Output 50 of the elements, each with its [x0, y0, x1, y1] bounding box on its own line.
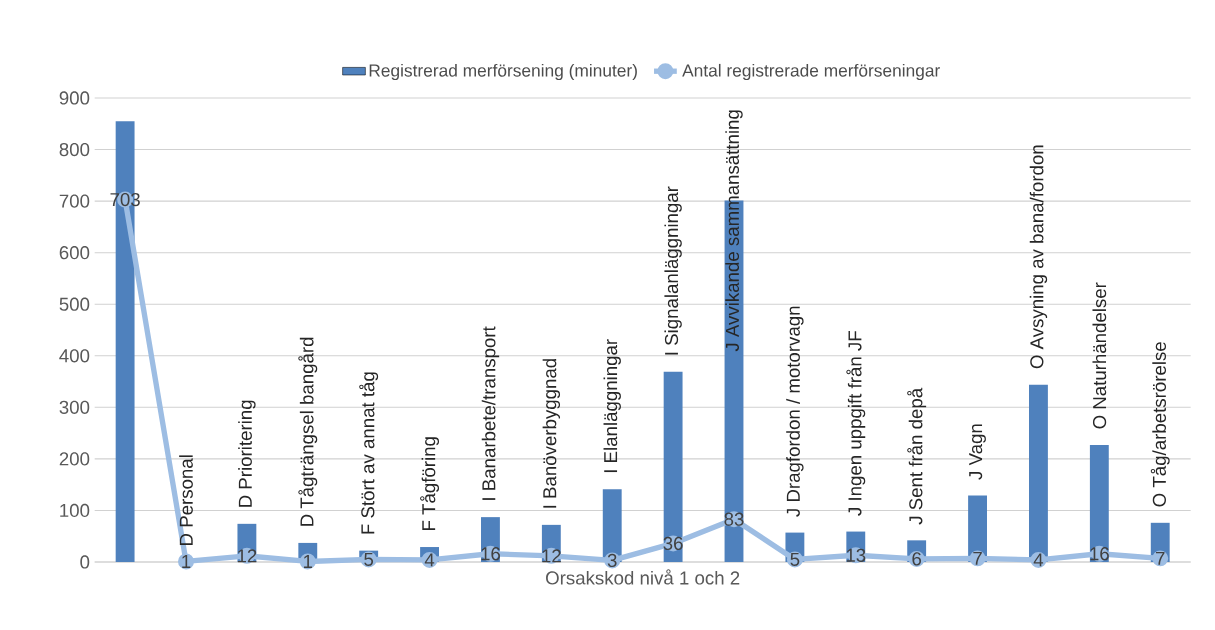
x-tick-label: I Signalanläggningar — [664, 186, 682, 355]
y-tick-label: 400 — [59, 349, 90, 363]
x-axis-title: Orsakskod nivå 1 och 2 — [546, 569, 740, 585]
x-tick-label: F Stört av annat tåg — [359, 372, 379, 534]
data-label: 16 — [481, 547, 500, 561]
x-tick-label: I Elanläggningar — [603, 339, 621, 473]
y-tick-label: 100 — [60, 503, 90, 518]
x-tick-label: D Prioritering — [238, 400, 256, 507]
data-label: 7 — [1156, 551, 1165, 565]
x-tick-label: O Avsyning av bana/fordon — [1029, 145, 1048, 369]
legend-label: Antal registrerade merförseningar — [682, 63, 940, 81]
y-tick-label: 500 — [59, 297, 90, 311]
data-label: 6 — [912, 552, 922, 566]
data-label: 16 — [1090, 547, 1109, 561]
y-tick-label: 300 — [59, 400, 90, 414]
x-tick-label: J Avvikande sammansättning — [725, 110, 743, 352]
y-tick-label: 800 — [59, 142, 90, 157]
data-label: 12 — [237, 549, 257, 563]
y-tick-label: 900 — [59, 91, 90, 105]
y-tick-label: 200 — [59, 452, 90, 466]
data-label: 4 — [424, 553, 435, 567]
bar — [663, 371, 683, 562]
y-tick-label: 700 — [59, 194, 90, 208]
x-tick-label: O Naturhändelser — [1092, 282, 1107, 429]
bar — [1089, 444, 1109, 562]
x-tick-label: J Vagn — [969, 424, 986, 480]
y-tick-label: 600 — [59, 246, 90, 260]
data-label: 12 — [542, 549, 561, 563]
x-tick-label: D Tågträngsel bangård — [298, 337, 318, 526]
x-tick-label: I Banöverbyggnad — [542, 359, 561, 508]
data-label: 13 — [846, 548, 866, 562]
data-label: 3 — [607, 553, 617, 568]
data-label: 1 — [304, 555, 313, 568]
data-label: 4 — [1033, 553, 1044, 567]
x-tick-label: J Sent från depå — [907, 387, 927, 525]
data-label: 1 — [182, 555, 191, 568]
data-label: 703 — [110, 192, 140, 207]
data-label: 5 — [364, 552, 374, 566]
y-tick-label: 0 — [80, 555, 90, 569]
x-tick-label: D Personal — [179, 455, 193, 545]
x-tick-label: J Ingen uppgift från JF — [846, 331, 866, 516]
legend-label: Registrerad merförsening (minuter) — [369, 63, 637, 81]
data-label: 5 — [790, 552, 800, 566]
x-tick-label: J Dragfordon / motorvagn — [786, 306, 804, 517]
x-tick-label: I Banarbete/transport — [481, 326, 500, 500]
data-label: 7 — [973, 551, 982, 565]
x-tick-label: O Tåg/arbetsrörelse — [1150, 342, 1170, 507]
x-tick-label: F Tågföring — [420, 437, 440, 530]
data-label: 83 — [724, 512, 744, 526]
data-label: 36 — [663, 536, 683, 551]
